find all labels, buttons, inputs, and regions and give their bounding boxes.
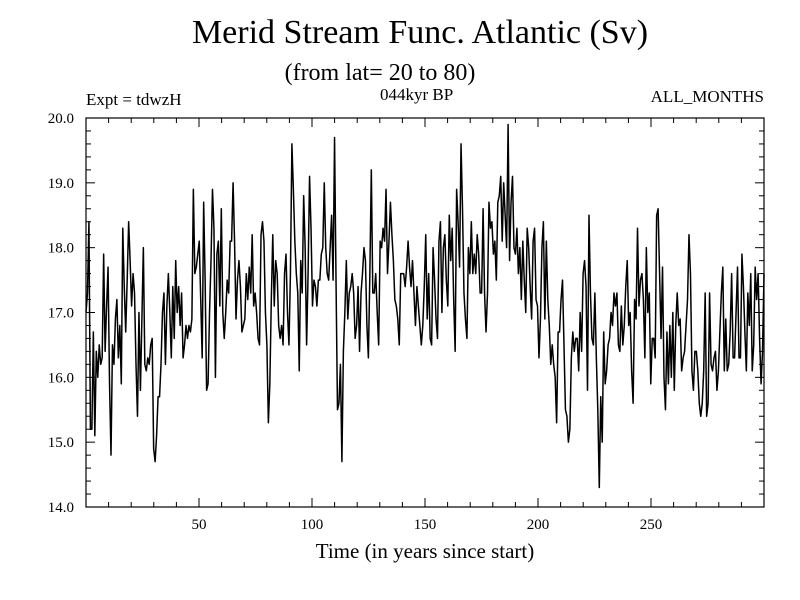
y-tick-label: 19.0 xyxy=(48,176,74,192)
x-tick-label: 100 xyxy=(301,517,324,533)
x-tick-label: 50 xyxy=(192,517,207,533)
y-tick-label: 16.0 xyxy=(48,370,74,386)
y-tick-label: 15.0 xyxy=(48,435,74,451)
y-tick-label: 18.0 xyxy=(48,241,74,257)
y-tick-label: 14.0 xyxy=(48,500,74,516)
period-label: 044kyr BP xyxy=(380,85,454,104)
y-tick-label: 20.0 xyxy=(48,111,74,127)
experiment-label: Expt = tdwzH xyxy=(86,90,182,109)
months-label: ALL_MONTHS xyxy=(650,87,764,106)
axis-ticks: 14.0 15.0 16.0 17.0 18.0 19.0 20.0 50 100 150 200 2… xyxy=(48,111,764,533)
chart-title: Merid Stream Func. Atlantic (Sv) xyxy=(191,14,649,51)
x-tick-label: 250 xyxy=(640,517,663,533)
x-axis-title: Time (in years since start) xyxy=(316,539,535,563)
y-tick-label: 17.0 xyxy=(48,306,74,322)
chart-subtitle: (from lat= 20 to 80) xyxy=(284,60,476,86)
x-tick-label: 150 xyxy=(414,517,437,533)
x-tick-label: 200 xyxy=(527,517,550,533)
series-line xyxy=(85,123,765,489)
